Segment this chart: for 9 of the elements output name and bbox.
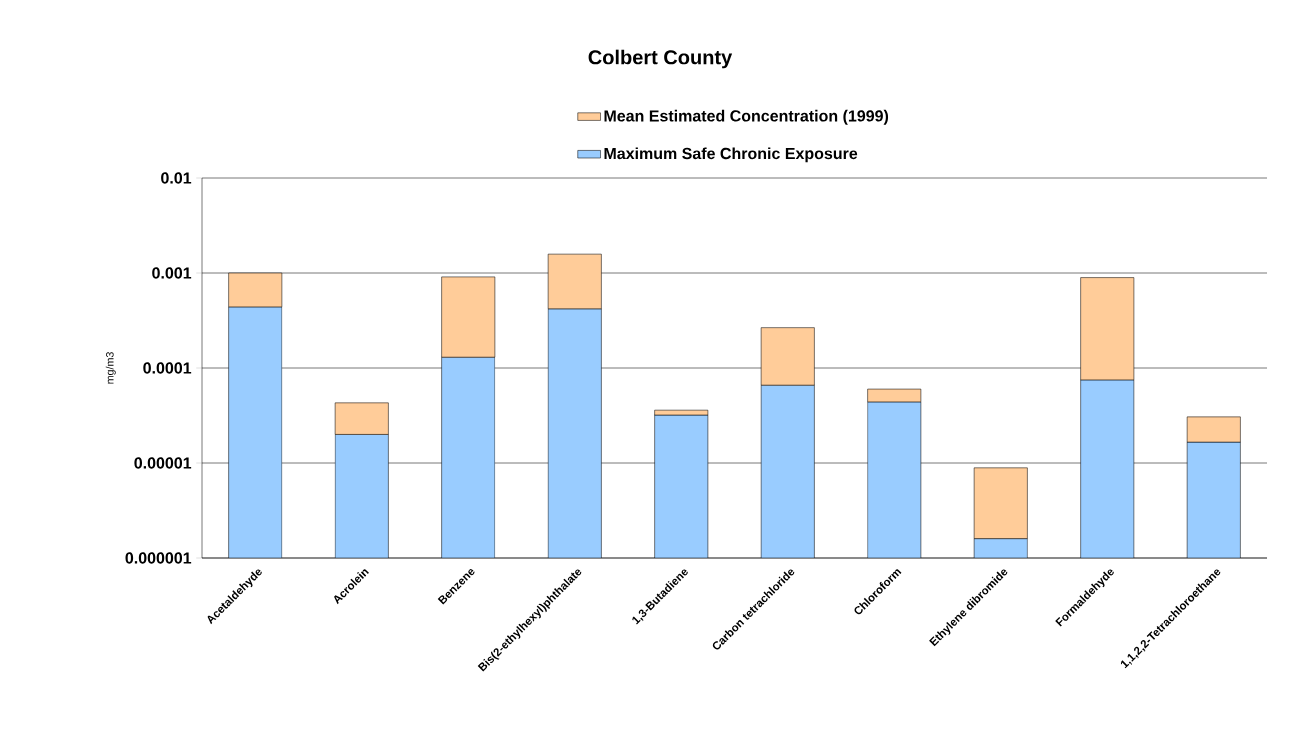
y-tick-label: 0.000001 <box>125 552 192 564</box>
y-tick-label: 0.00001 <box>134 457 192 469</box>
legend-label: Maximum Safe Chronic Exposure <box>604 147 858 163</box>
y-tick-label: 0.0001 <box>143 362 192 374</box>
chart-title: Colbert County <box>588 49 733 69</box>
y-tick-label: 0.001 <box>152 267 192 279</box>
y-tick-label: 0.01 <box>161 172 192 184</box>
y-axis-title: mg/m3 <box>105 352 116 384</box>
legend-label: Mean Estimated Concentration (1999) <box>604 109 889 125</box>
